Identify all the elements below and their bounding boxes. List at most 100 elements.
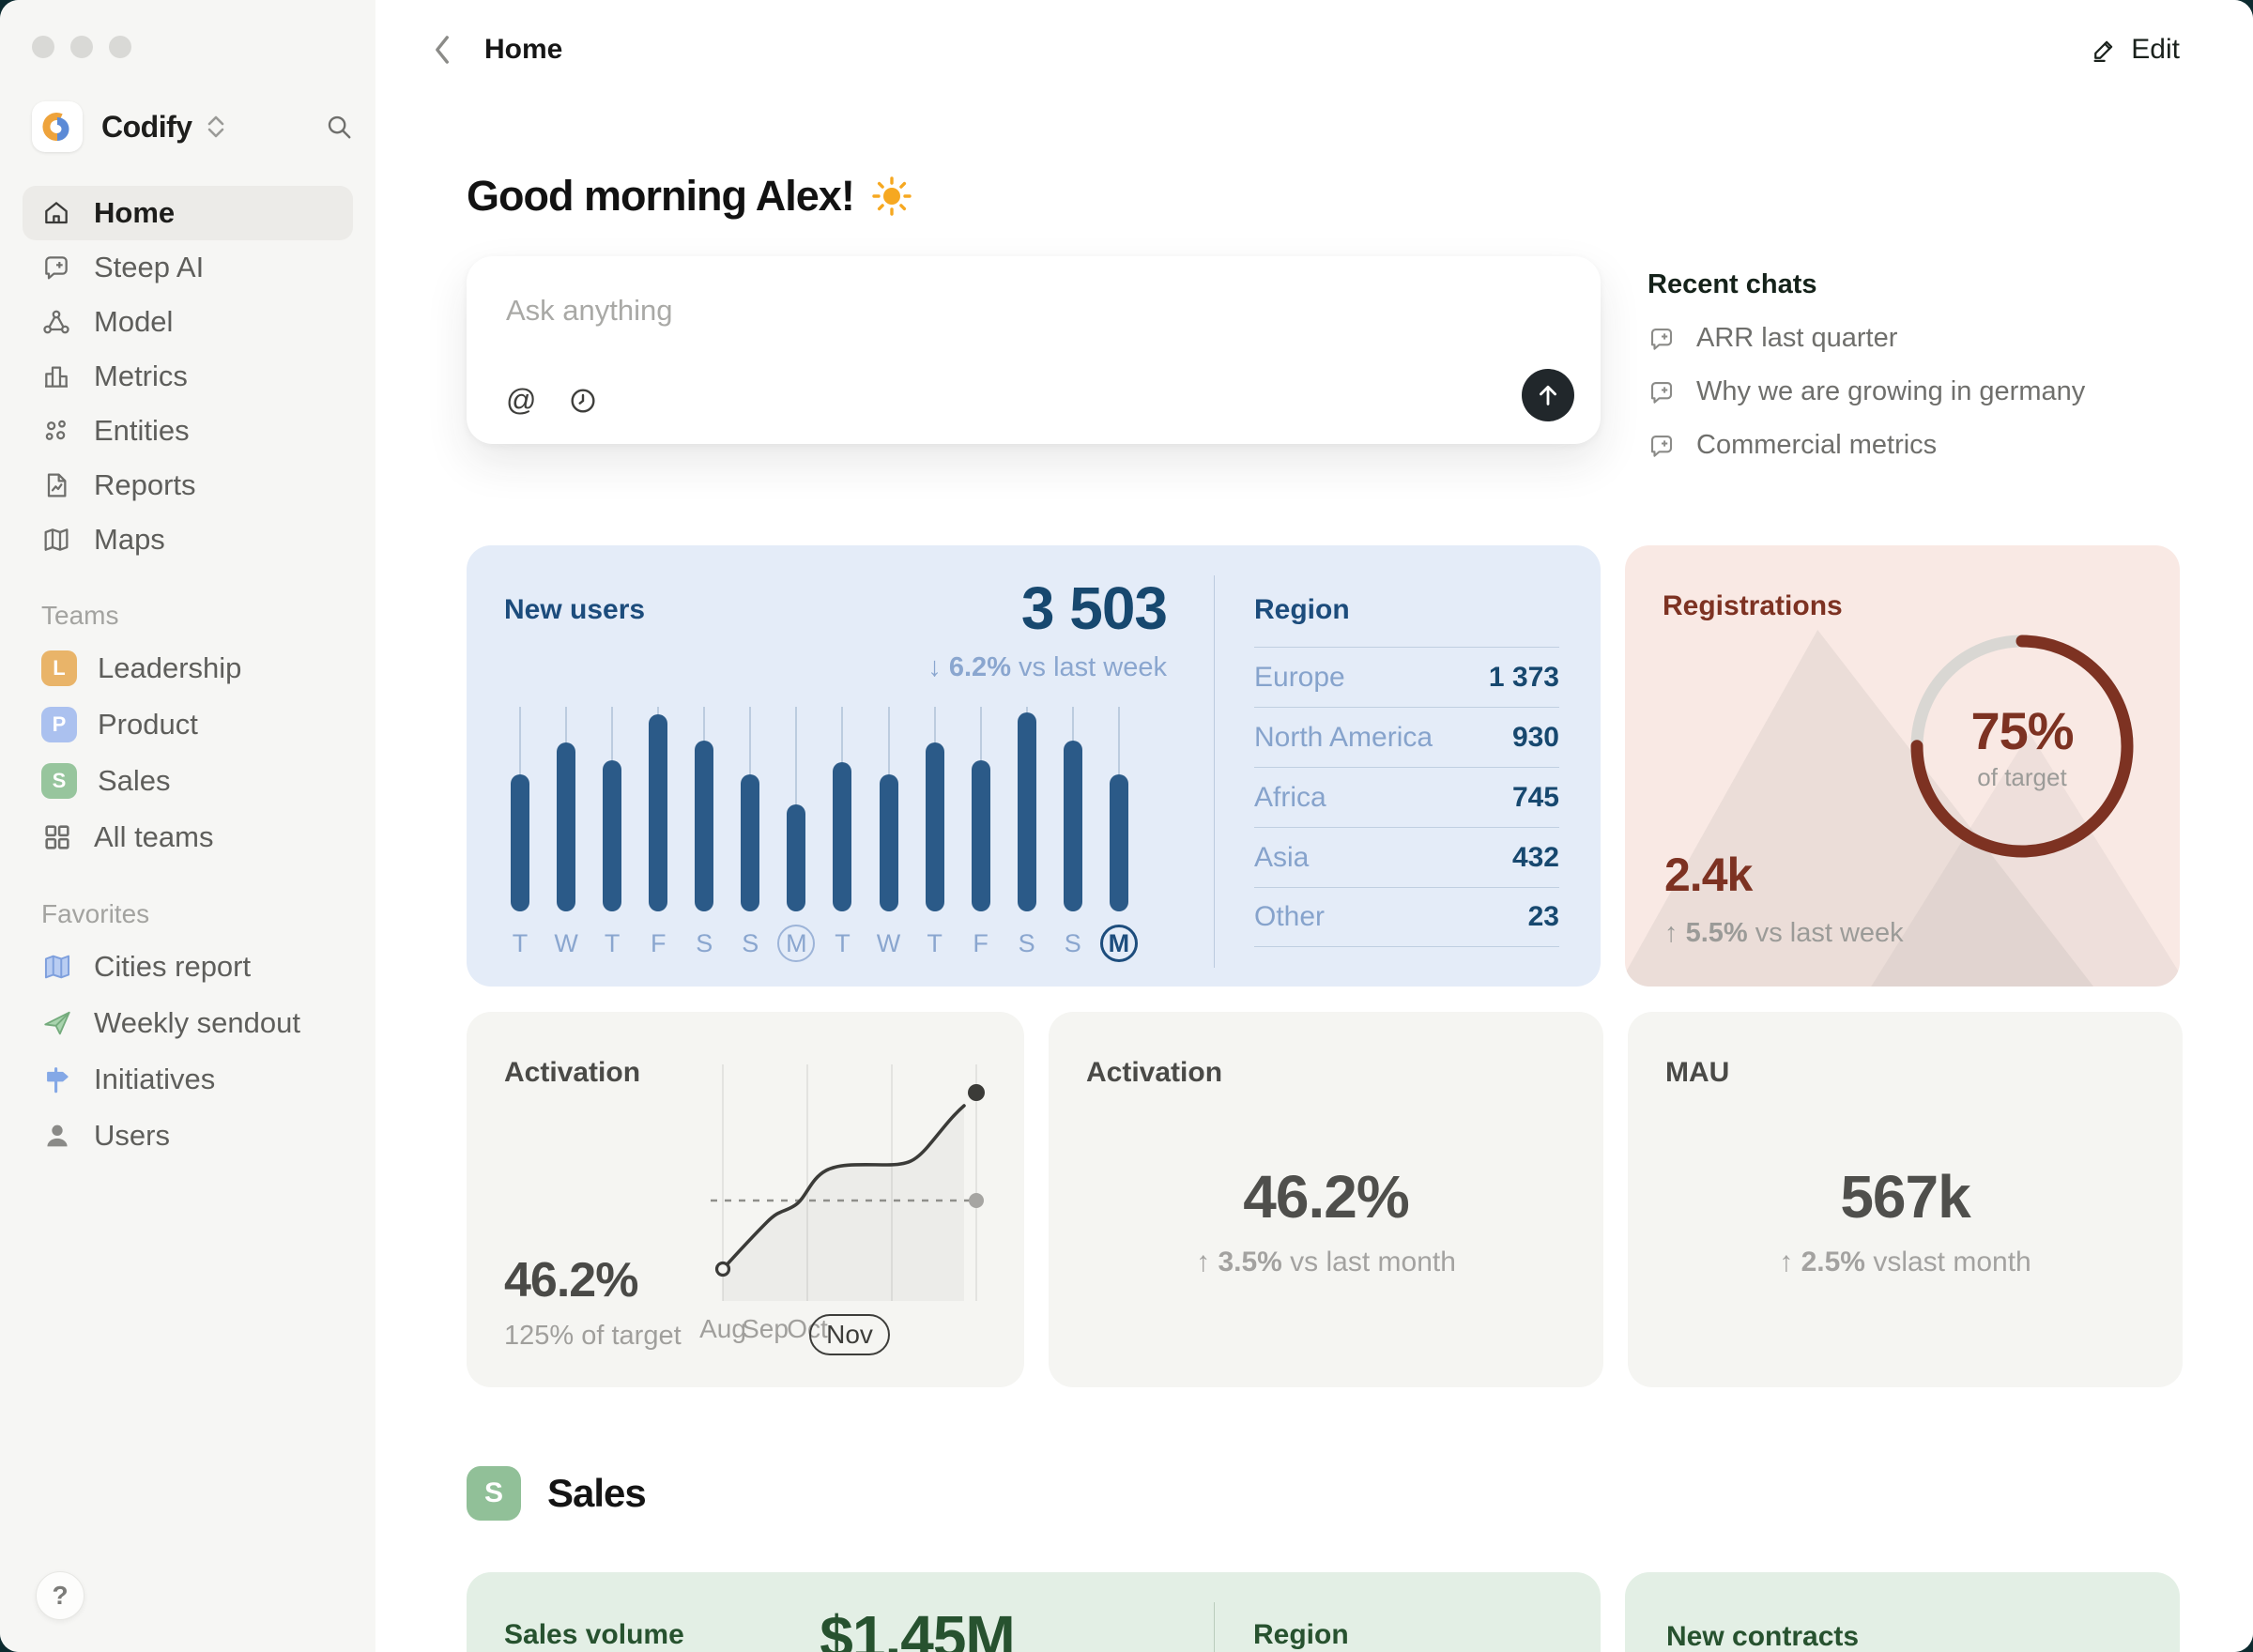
recent-chat-item[interactable]: Why we are growing in germany: [1648, 376, 2180, 407]
sidebar-item-weekly-sendout[interactable]: Weekly sendout: [23, 995, 353, 1051]
bar-track-line: [703, 707, 706, 741]
user-icon: [41, 1120, 73, 1152]
sidebar-item-users[interactable]: Users: [23, 1108, 353, 1164]
region-row: Africa 745: [1254, 767, 1559, 827]
sidebar-item-maps[interactable]: Maps: [23, 512, 353, 567]
signpost-icon: [41, 1063, 73, 1095]
region-rows: Europe 1 373 North America 930 Africa 74…: [1254, 647, 1559, 947]
bar-column: M: [1099, 707, 1138, 962]
region-row: Other 23: [1254, 887, 1559, 947]
bar: [603, 759, 622, 911]
bar-column: S: [686, 707, 722, 962]
recent-chat-item[interactable]: ARR last quarter: [1648, 323, 2180, 354]
workspace-select-icon[interactable]: [204, 113, 228, 141]
region-value: 745: [1511, 781, 1559, 813]
sidebar-item-initiatives[interactable]: Initiatives: [23, 1051, 353, 1108]
sidebar-item-reports[interactable]: Reports: [23, 458, 353, 512]
sales-volume-title: Sales volume: [504, 1619, 684, 1650]
sidebar-item-home[interactable]: Home: [23, 186, 353, 240]
sidebar-item-leadership[interactable]: L Leadership: [23, 640, 353, 696]
mau-delta: ↑ 2.5% vslast month: [1779, 1247, 2031, 1277]
sidebar-item-entities[interactable]: Entities: [23, 404, 353, 458]
sidebar-item-label: Steep AI: [94, 251, 205, 283]
sales-volume-card[interactable]: Sales volume $1.45M Region: [467, 1572, 1601, 1652]
bar-column: T: [502, 707, 538, 962]
new-contracts-card[interactable]: New contracts: [1625, 1572, 2180, 1652]
send-button[interactable]: [1522, 369, 1574, 421]
bar-track-line: [519, 707, 521, 774]
activation-kpi-card[interactable]: Activation 46.2% ↑ 3.5% vs last month: [1049, 1012, 1603, 1387]
help-button[interactable]: ?: [36, 1571, 84, 1620]
day-label: S: [1064, 928, 1081, 957]
ask-input[interactable]: [506, 294, 1351, 328]
window-dot[interactable]: [109, 36, 131, 58]
sidebar-item-label: Model: [94, 305, 174, 338]
sidebar-item-sales[interactable]: S Sales: [23, 753, 353, 809]
new-users-title: New users: [504, 594, 646, 625]
grid-icon: [41, 821, 73, 853]
sidebar-item-metrics[interactable]: Metrics: [23, 349, 353, 404]
new-users-value: 3 503: [1020, 574, 1168, 642]
teams-section-title: Teams: [41, 601, 119, 630]
sidebar-item-steep-ai[interactable]: Steep AI: [23, 240, 353, 295]
workspace-switcher[interactable]: Codify: [23, 101, 353, 152]
region-label: North America: [1254, 721, 1433, 753]
search-icon[interactable]: [325, 113, 353, 141]
bar: [1017, 712, 1036, 911]
mau-value: 567k: [1840, 1163, 1970, 1231]
bar-track-line: [795, 707, 798, 804]
back-button[interactable]: [430, 34, 454, 66]
bar-track-line: [841, 707, 844, 762]
team-label: Sales: [98, 764, 171, 797]
history-icon[interactable]: [568, 386, 598, 416]
activation-chart-card[interactable]: Activation: [467, 1012, 1024, 1387]
registrations-card[interactable]: Registrations 75% of target 2.4k ↑: [1625, 545, 2180, 987]
sidebar-item-model[interactable]: Model: [23, 295, 353, 349]
sidebar-item-product[interactable]: P Product: [23, 696, 353, 753]
gauge-percent: 75%: [1970, 701, 2074, 760]
month-tick-selected[interactable]: Nov: [807, 1314, 892, 1355]
team-label: Leadership: [98, 651, 242, 684]
mau-card[interactable]: MAU 567k ↑ 2.5% vslast month: [1628, 1012, 2183, 1387]
sales-volume-value: $1.45M: [820, 1603, 1015, 1652]
chat-ai-icon: [1648, 325, 1676, 353]
recent-chat-item[interactable]: Commercial metrics: [1648, 430, 2180, 461]
recent-chat-label: Why we are growing in germany: [1696, 376, 2086, 406]
main-area: Home Edit Good morning Alex! @: [376, 0, 2253, 1652]
bar-track-line: [887, 707, 890, 774]
arrow-up-glyph: ↑: [1779, 1247, 1794, 1277]
sidebar: Codify Home: [0, 0, 376, 1652]
bar-track-line: [979, 707, 982, 760]
day-label: W: [876, 928, 901, 957]
new-contracts-title: New contracts: [1666, 1621, 1860, 1652]
edit-button[interactable]: Edit: [2090, 34, 2180, 66]
window-dot[interactable]: [32, 36, 54, 58]
day-label: S: [1018, 928, 1035, 957]
region-row: North America 930: [1254, 707, 1559, 767]
bar-column: F: [640, 707, 676, 962]
bar-column: W: [871, 707, 907, 962]
region-value: 1 373: [1488, 661, 1559, 693]
window-controls[interactable]: [32, 36, 353, 58]
window-dot[interactable]: [70, 36, 93, 58]
sidebar-item-all-teams[interactable]: All teams: [23, 809, 353, 865]
help-label: ?: [52, 1581, 69, 1610]
sales-team-avatar[interactable]: S: [467, 1466, 521, 1521]
bar-track-line: [1071, 707, 1074, 741]
gauge-sub-label: of target: [1977, 763, 2067, 791]
region-label: Other: [1254, 901, 1326, 932]
sidebar-item-cities-report[interactable]: Cities report: [23, 939, 353, 995]
recent-chats-title: Recent chats: [1648, 269, 1817, 299]
month-axis: Aug Sep Oct Nov: [699, 1314, 990, 1355]
bar-column: T: [594, 707, 630, 962]
bar: [1109, 773, 1128, 911]
bar-column: M: [777, 707, 816, 962]
activation-target-label: 125% of target: [504, 1321, 682, 1351]
mention-icon[interactable]: @: [506, 383, 537, 417]
bar: [511, 773, 529, 911]
new-users-delta: ↓ 6.2% vs last week: [927, 652, 1167, 682]
bar-track-line: [657, 707, 660, 715]
